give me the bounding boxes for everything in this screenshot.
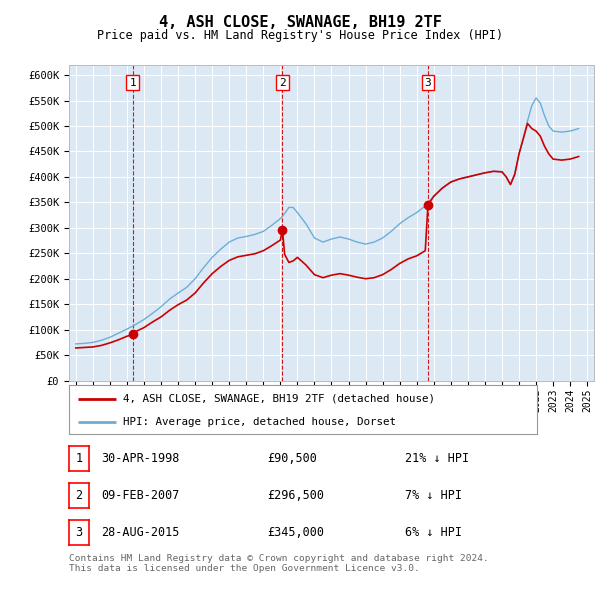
Text: 6% ↓ HPI: 6% ↓ HPI <box>405 526 462 539</box>
Text: 21% ↓ HPI: 21% ↓ HPI <box>405 451 469 465</box>
Text: 30-APR-1998: 30-APR-1998 <box>101 451 179 465</box>
Text: 4, ASH CLOSE, SWANAGE, BH19 2TF (detached house): 4, ASH CLOSE, SWANAGE, BH19 2TF (detache… <box>123 394 435 404</box>
Text: £345,000: £345,000 <box>267 526 324 539</box>
Text: 28-AUG-2015: 28-AUG-2015 <box>101 526 179 539</box>
Text: 2: 2 <box>76 489 82 502</box>
Text: 3: 3 <box>425 78 431 88</box>
Text: HPI: Average price, detached house, Dorset: HPI: Average price, detached house, Dors… <box>123 417 396 427</box>
Text: 2: 2 <box>279 78 286 88</box>
Text: £296,500: £296,500 <box>267 489 324 502</box>
Text: 7% ↓ HPI: 7% ↓ HPI <box>405 489 462 502</box>
Text: 1: 1 <box>129 78 136 88</box>
Text: 09-FEB-2007: 09-FEB-2007 <box>101 489 179 502</box>
Text: 3: 3 <box>76 526 82 539</box>
Text: Price paid vs. HM Land Registry's House Price Index (HPI): Price paid vs. HM Land Registry's House … <box>97 30 503 42</box>
Text: Contains HM Land Registry data © Crown copyright and database right 2024.
This d: Contains HM Land Registry data © Crown c… <box>69 554 489 573</box>
Text: 1: 1 <box>76 451 82 465</box>
Text: 4, ASH CLOSE, SWANAGE, BH19 2TF: 4, ASH CLOSE, SWANAGE, BH19 2TF <box>158 15 442 30</box>
Text: £90,500: £90,500 <box>267 451 317 465</box>
